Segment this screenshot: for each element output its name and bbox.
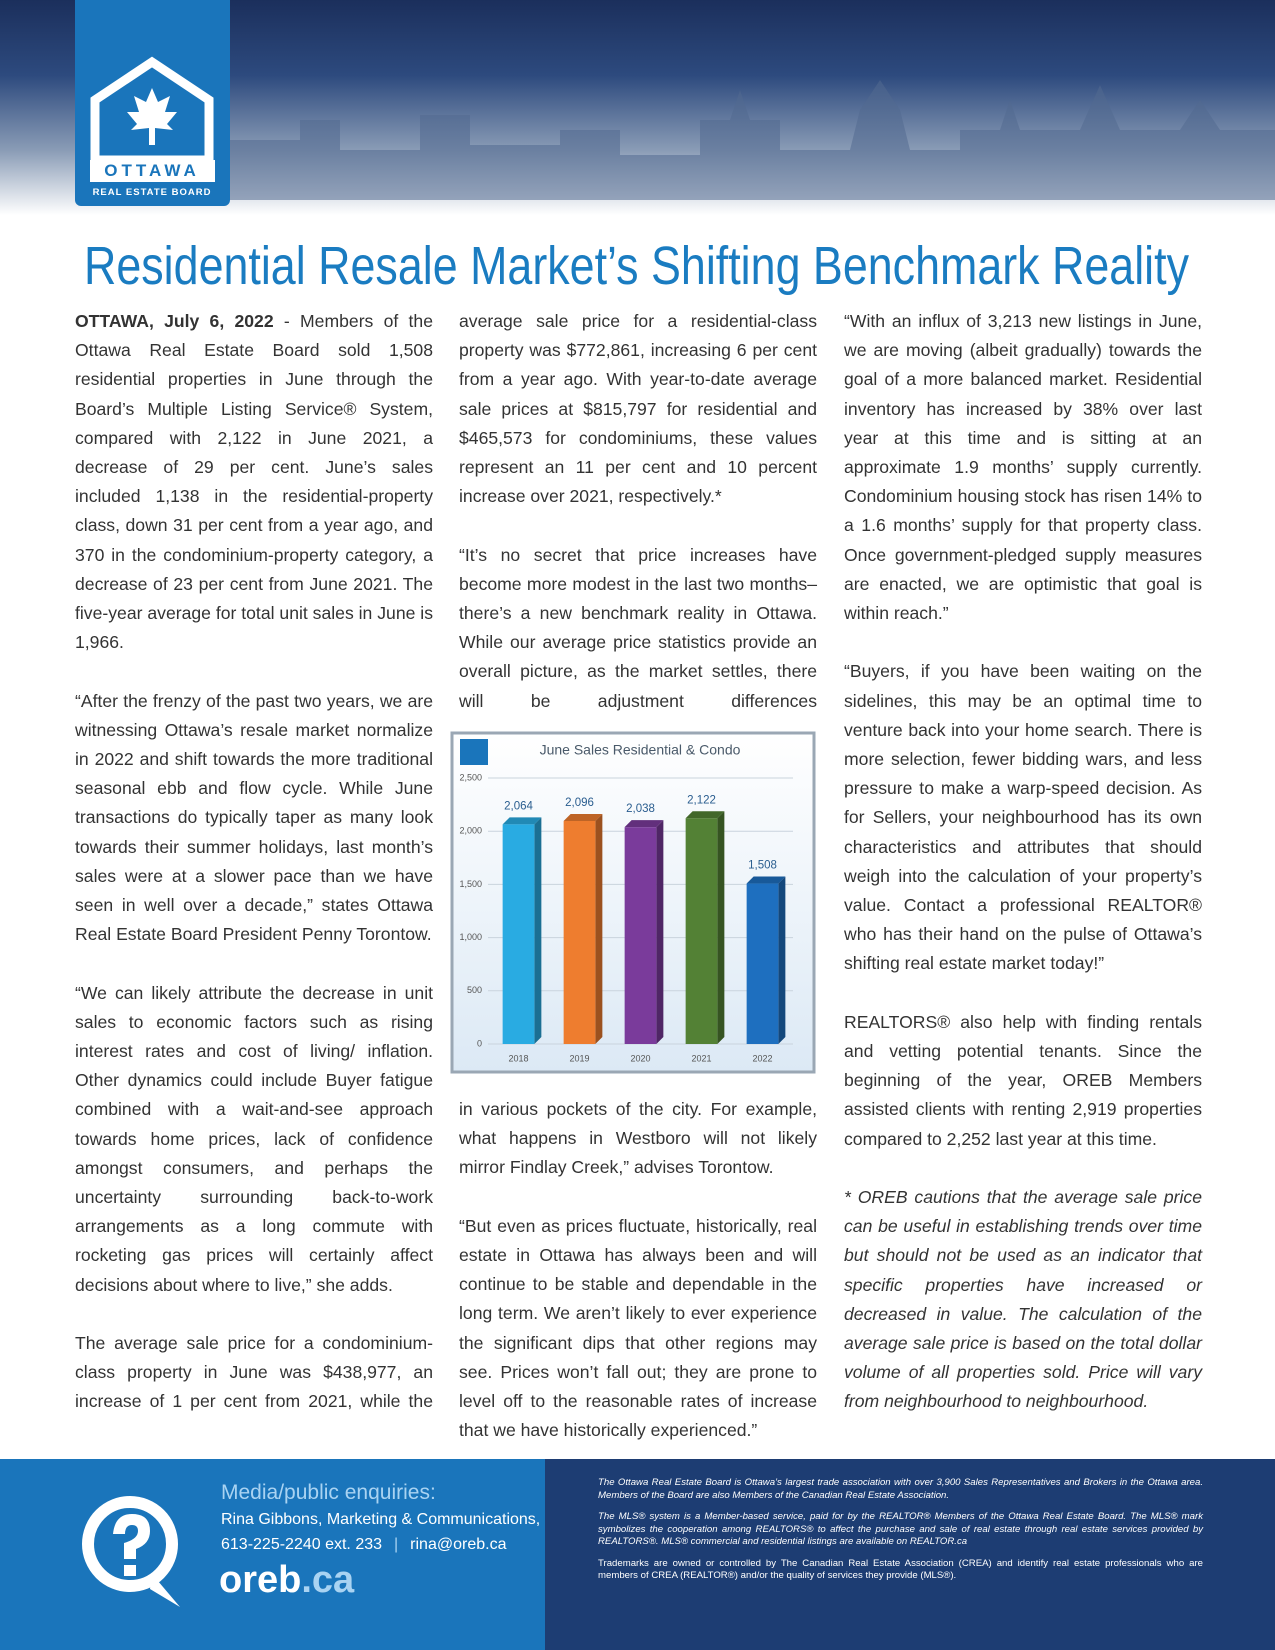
- column-2-top: average sale price for a residential-cla…: [459, 307, 817, 745]
- bar-top: [563, 813, 603, 821]
- logo: OTTAWA REAL ESTATE BOARD: [90, 56, 215, 198]
- paragraph: The average sale price for a condominium…: [75, 1333, 433, 1412]
- y-tick-label: 1,000: [459, 932, 482, 942]
- paragraph: “We can likely attribute the decrease in…: [75, 982, 433, 1295]
- y-tick-label: 2,500: [459, 772, 482, 782]
- bar: [624, 827, 657, 1044]
- footer-note: The MLS® system is a Member-based servic…: [598, 1511, 1203, 1547]
- bar-side: [595, 813, 603, 1044]
- value-label: 2,038: [626, 803, 655, 815]
- logo-box: OTTAWA REAL ESTATE BOARD: [75, 0, 230, 206]
- x-tick-label: 2021: [691, 1053, 711, 1063]
- bar-side: [534, 817, 542, 1044]
- paragraph: “After the frenzy of the past two years,…: [75, 690, 433, 945]
- maple-leaf: [127, 88, 177, 145]
- bar: [502, 824, 535, 1044]
- value-label: 1,508: [748, 860, 777, 872]
- x-tick-label: 2019: [569, 1053, 589, 1063]
- x-tick-label: 2022: [752, 1053, 772, 1063]
- dateline: OTTAWA, July 6, 2022: [75, 311, 274, 331]
- y-tick-label: 500: [467, 985, 482, 995]
- bar-side: [717, 811, 725, 1044]
- paragraph: REALTORS® also help with finding rentals…: [844, 1011, 1202, 1149]
- logo-subtitle: REAL ESTATE BOARD: [93, 187, 212, 198]
- paragraph-text: - Members of the Ottawa Real Estate Boar…: [75, 311, 433, 653]
- bar-top: [746, 876, 786, 884]
- bar-top: [624, 820, 664, 828]
- footer-note: The Ottawa Real Estate Board is Ottawa’s…: [598, 1477, 1203, 1501]
- title-area: Residential Resale Market’s Shifting Ben…: [84, 236, 1189, 296]
- bar-side: [656, 820, 664, 1044]
- footer-notes: The Ottawa Real Estate Board is Ottawa’s…: [598, 1477, 1203, 1592]
- chart: June Sales Residential & Condo 0 500 1,000…: [450, 731, 816, 1074]
- paragraph: in various pockets of the city. For exam…: [459, 1099, 817, 1178]
- skyline: [230, 80, 1275, 200]
- enquiries-heading: Media/public enquiries:: [221, 1481, 436, 1504]
- logo-house: [90, 56, 214, 165]
- y-tick-label: 2,000: [459, 826, 482, 836]
- paragraph: “With an influx of 3,213 new listings in…: [844, 311, 1202, 624]
- x-tick-label: 2018: [508, 1053, 528, 1063]
- chart-logo: [460, 739, 488, 765]
- icon-dot: [124, 1565, 136, 1576]
- site-tld: .ca: [301, 1559, 355, 1601]
- paragraph: “Buyers, if you have been waiting on the…: [844, 661, 1202, 974]
- column-1: OTTAWA, July 6, 2022 - Members of the Ot…: [75, 307, 433, 1446]
- paragraph: “But even as prices fluctuate, historica…: [459, 1215, 817, 1441]
- email: rina@oreb.ca: [410, 1536, 507, 1553]
- footer-right: The Ottawa Real Estate Board is Ottawa’s…: [545, 1459, 1275, 1650]
- paragraph: OTTAWA, July 6, 2022 - Members of the Ot…: [75, 307, 433, 657]
- phone: 613-225-2240 ext. 233: [221, 1536, 383, 1553]
- logo-name: OTTAWA: [104, 161, 199, 180]
- chart-title: June Sales Residential & Condo: [540, 742, 741, 758]
- paragraph: “It’s no secret that price increases hav…: [459, 544, 817, 711]
- headline: Residential Resale Market’s Shifting Ben…: [84, 236, 1189, 296]
- contact-line: 613-225-2240 ext. 233 | rina@oreb.ca: [221, 1536, 506, 1554]
- logo-band: [90, 160, 215, 182]
- footer-note: Trademarks are owned or controlled by Th…: [598, 1557, 1203, 1582]
- site-name: oreb: [219, 1559, 302, 1601]
- y-tick-label: 0: [477, 1038, 482, 1048]
- icon-question: [113, 1514, 150, 1559]
- bar-top: [502, 817, 542, 825]
- bar-side: [778, 876, 786, 1044]
- bar: [685, 818, 718, 1044]
- contact-name: Rina Gibbons, Marketing & Communications…: [221, 1511, 541, 1528]
- column-3: “With an influx of 3,213 new listings in…: [844, 307, 1202, 1446]
- bar-top: [685, 811, 725, 819]
- icon-tail: [150, 1574, 180, 1607]
- y-tick-label: 1,500: [459, 879, 482, 889]
- icon-ring: [82, 1496, 178, 1592]
- value-label: 2,122: [687, 794, 716, 806]
- website: oreb.ca: [219, 1559, 354, 1602]
- column-2-bottom: in various pockets of the city. For exam…: [459, 1095, 817, 1475]
- bar: [746, 883, 779, 1044]
- x-tick-label: 2020: [630, 1053, 650, 1063]
- footnote: * OREB cautions that the average sale pr…: [844, 1187, 1202, 1412]
- separator: |: [394, 1536, 399, 1553]
- footer-icon: [82, 1496, 180, 1607]
- paragraph: average sale price for a residential-cla…: [459, 311, 817, 507]
- bar: [563, 820, 596, 1044]
- footer-left: Media/public enquiries: Rina Gibbons, Ma…: [0, 1459, 545, 1650]
- skyline-shape: [230, 80, 1275, 200]
- value-label: 2,096: [565, 797, 594, 809]
- value-label: 2,064: [504, 800, 533, 812]
